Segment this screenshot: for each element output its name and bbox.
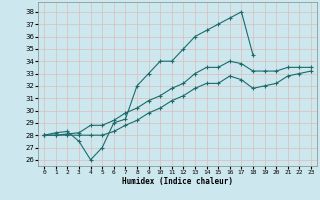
X-axis label: Humidex (Indice chaleur): Humidex (Indice chaleur) xyxy=(122,177,233,186)
